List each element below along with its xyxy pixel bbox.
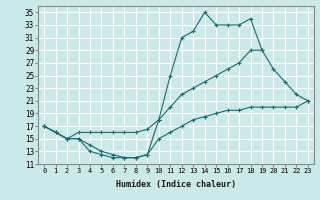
X-axis label: Humidex (Indice chaleur): Humidex (Indice chaleur) bbox=[116, 180, 236, 189]
